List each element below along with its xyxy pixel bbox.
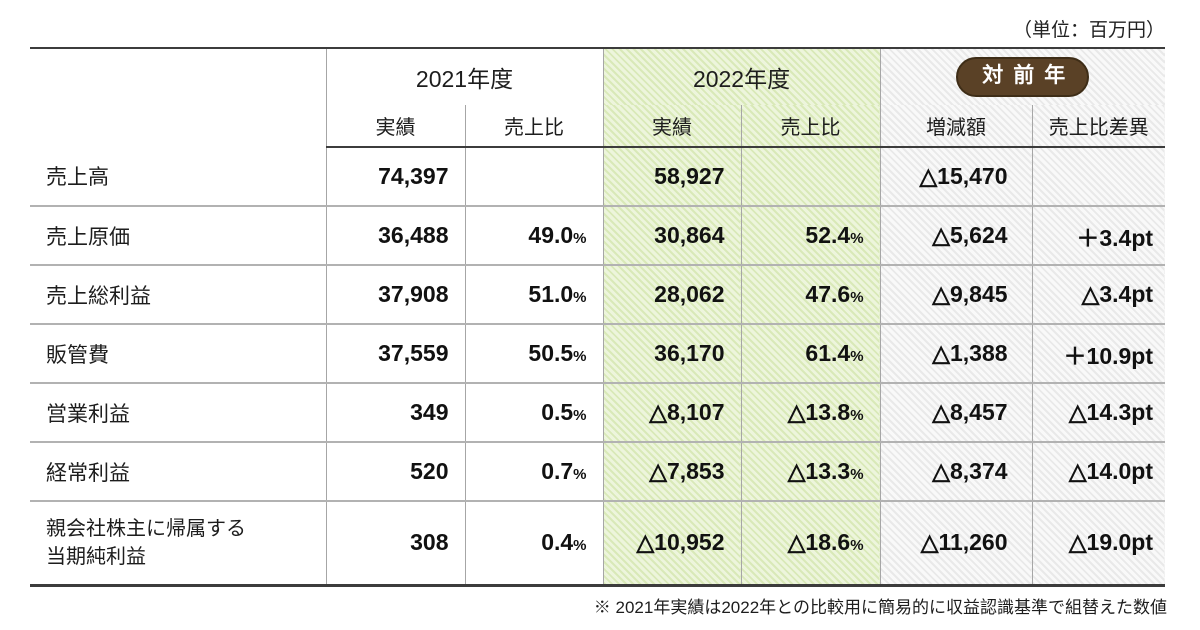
table-row-cost-of-sales: 売上原価 36,488 49.0% 30,864 52.4% △5,624 ＋3… (30, 205, 1166, 265)
row-label: 売上高 (46, 166, 109, 189)
header-change-amount: 増減額 (879, 105, 1033, 148)
cell-yoy-ratio-diff (1031, 147, 1166, 206)
cell-yoy-ratio-diff: ＋10.9pt (1031, 323, 1166, 383)
table-row-net-sales: 売上高 74,397 58,927 △15,470 (30, 147, 1166, 206)
cell-yoy-change: △1,388 (879, 323, 1033, 383)
row-label: 販管費 (30, 323, 326, 383)
table-row-gross-profit: 売上総利益 37,908 51.0% 28,062 47.6% △9,845 △… (30, 264, 1166, 324)
table-row-operating-income: 営業利益 349 0.5% △8,107 △13.8% △8,457 △14.3… (30, 382, 1166, 442)
header-fy2022: 2022年度 (602, 47, 881, 105)
cell-yoy-ratio-diff: △19.0pt (1031, 500, 1166, 587)
cell-2021-ratio: 0.5% (464, 382, 604, 442)
unit-label: （単位：百万円） (1012, 20, 1165, 41)
table-row-sga: 販管費 37,559 50.5% 36,170 61.4% △1,388 ＋10… (30, 323, 1166, 383)
cell-2022-actual: △8,107 (602, 382, 742, 442)
table-row-net-income: 親会社株主に帰属する 当期純利益 308 0.4% △10,952 △18.6%… (30, 500, 1166, 587)
header-yoy: 対前年 (879, 47, 1166, 105)
cell-yoy-ratio-diff: △14.3pt (1031, 382, 1166, 442)
cell-2021-actual: 308 (325, 500, 465, 587)
cell-yoy-change: △9,845 (879, 264, 1033, 324)
cell-2021-actual: 37,908 (325, 264, 465, 324)
cell-2022-ratio: △18.6% (740, 500, 881, 587)
cell-yoy-ratio-diff: △14.0pt (1031, 441, 1166, 501)
cell-2021-ratio: 51.0% (464, 264, 604, 324)
footnote: ※ 2021年実績は2022年との比較用に簡易的に収益認識基準で組替えた数値 (593, 598, 1167, 617)
cell-yoy-ratio-diff: △3.4pt (1031, 264, 1166, 324)
cell-2022-ratio: 47.6% (740, 264, 881, 324)
cell-2021-actual: 74,397 (325, 147, 465, 206)
row-label: 営業利益 (30, 382, 326, 442)
row-label: 経常利益 (30, 441, 326, 501)
header-group-row: 2021年度 2022年度 対前年 (30, 47, 1166, 147)
cell-2022-actual: △7,853 (602, 441, 742, 501)
row-label: 売上原価 (30, 205, 326, 265)
cell-2022-actual: 30,864 (602, 205, 742, 265)
cell-yoy-change: △15,470 (879, 147, 1033, 206)
cell-2022-ratio: △13.8% (740, 382, 881, 442)
cell-2022-ratio (740, 147, 881, 206)
row-label-line1: 親会社株主に帰属する (46, 517, 246, 540)
cell-2022-actual: 36,170 (602, 323, 742, 383)
yoy-badge: 対前年 (956, 57, 1090, 97)
cell-2021-actual: 349 (325, 382, 465, 442)
financial-results-table: 2021年度 2022年度 対前年 実績 売上比 実績 売上比 増減額 売上比差… (30, 47, 1166, 587)
header-actual-2021: 実績 (325, 105, 465, 148)
cell-2022-ratio: △13.3% (740, 441, 881, 501)
cell-2022-actual: △10,952 (602, 500, 742, 587)
cell-2021-ratio: 0.7% (464, 441, 604, 501)
cell-2022-actual: 28,062 (602, 264, 742, 324)
row-label-line2: 当期純利益 (46, 545, 146, 568)
cell-yoy-change: △11,260 (879, 500, 1033, 587)
header-fy2021: 2021年度 (325, 47, 604, 105)
header-ratio-2021: 売上比 (464, 105, 604, 148)
row-label: 売上総利益 (30, 264, 326, 324)
cell-2021-ratio: 50.5% (464, 323, 604, 383)
cell-2022-ratio: 52.4% (740, 205, 881, 265)
table-row-ordinary-income: 経常利益 520 0.7% △7,853 △13.3% △8,374 △14.0… (30, 441, 1166, 501)
header-empty-cell (30, 47, 326, 147)
cell-yoy-ratio-diff: ＋3.4pt (1031, 205, 1166, 265)
header-ratio-diff: 売上比差異 (1031, 105, 1166, 148)
cell-yoy-change: △8,374 (879, 441, 1033, 501)
cell-2021-actual: 36,488 (325, 205, 465, 265)
header-ratio-2022: 売上比 (740, 105, 881, 148)
cell-2021-actual: 37,559 (325, 323, 465, 383)
header-actual-2022: 実績 (602, 105, 742, 148)
cell-2021-ratio (464, 147, 604, 206)
cell-yoy-change: △5,624 (879, 205, 1033, 265)
cell-2022-ratio: 61.4% (740, 323, 881, 383)
header-sub-row: 実績 売上比 実績 売上比 増減額 売上比差異 (30, 105, 1166, 148)
cell-2021-ratio: 49.0% (464, 205, 604, 265)
cell-yoy-change: △8,457 (879, 382, 1033, 442)
cell-2021-ratio: 0.4% (464, 500, 604, 587)
row-label: 親会社株主に帰属する 当期純利益 (30, 500, 326, 587)
cell-2021-actual: 520 (325, 441, 465, 501)
cell-2022-actual: 58,927 (602, 147, 742, 206)
